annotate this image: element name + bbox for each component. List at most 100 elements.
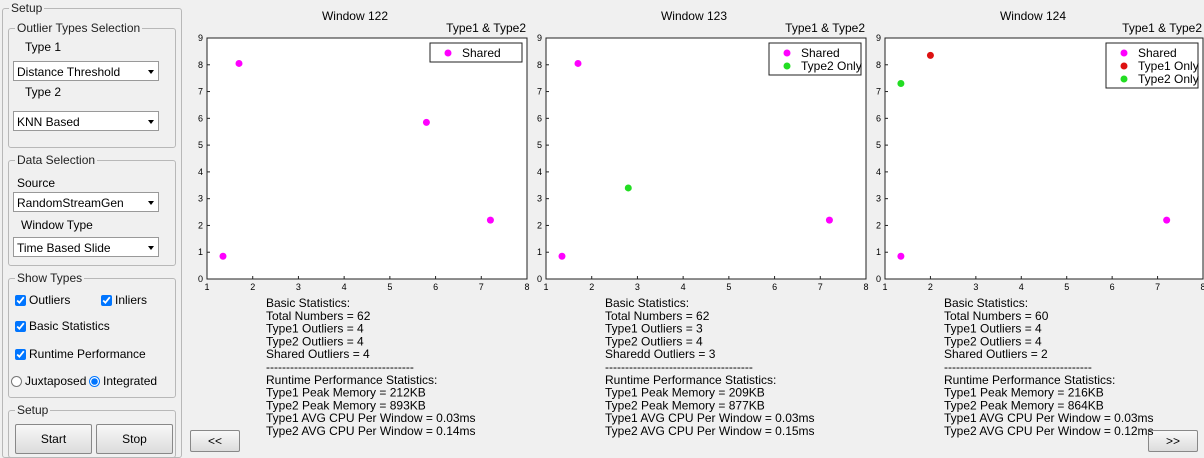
stat-line: Runtime Performance Statistics: (266, 373, 437, 387)
stat-line: Type1 Peak Memory = 212KB (266, 386, 426, 400)
checkbox-label: Inliers (115, 293, 148, 307)
next-button[interactable]: >> (1148, 430, 1198, 452)
y-tick-label: 5 (198, 140, 203, 150)
checkbox-input[interactable] (15, 348, 26, 360)
dropdown[interactable]: RandomStreamGen (13, 192, 159, 212)
x-tick-label: 7 (1155, 282, 1160, 292)
y-tick-label: 6 (198, 113, 203, 123)
y-tick-label: 4 (198, 167, 203, 177)
y-tick-label: 2 (198, 220, 203, 230)
panel-title: Setup (9, 1, 45, 15)
point (897, 80, 905, 88)
checkbox[interactable]: Outliers (15, 293, 70, 307)
dropdown[interactable]: Distance Threshold (13, 61, 159, 81)
y-tick-label: 7 (198, 87, 203, 97)
x-tick-label: 3 (296, 282, 301, 292)
stat-line: Total Numbers = 62 (605, 309, 710, 323)
start-button[interactable]: Start (15, 424, 92, 454)
stop-button[interactable]: Stop (96, 424, 173, 454)
y-tick-label: 6 (537, 113, 542, 123)
y-tick-label: 5 (876, 140, 881, 150)
y-tick-label: 0 (198, 274, 203, 284)
y-tick-label: 3 (537, 194, 542, 204)
y-tick-label: 7 (876, 87, 881, 97)
stat-line: Type1 Peak Memory = 216KB (944, 386, 1104, 400)
radio[interactable]: Juxtaposed (11, 374, 86, 388)
radio-input[interactable] (89, 375, 100, 387)
point (422, 118, 430, 126)
radio[interactable]: Integrated (89, 374, 157, 388)
stat-line: ------------------------------------- (605, 360, 753, 374)
label: Window Type (21, 218, 93, 232)
y-tick-label: 8 (198, 60, 203, 70)
group-title: Setup (15, 403, 51, 417)
radio-label: Integrated (103, 374, 158, 388)
y-tick-label: 0 (876, 274, 881, 284)
point (825, 216, 833, 224)
window-subtitle: Type1 & Type2 (446, 21, 526, 35)
label: Type 1 (25, 40, 62, 54)
window-title: Window 122 (322, 9, 388, 23)
stat-line: Type1 Peak Memory = 209KB (605, 386, 765, 400)
dropdown[interactable]: KNN Based (13, 111, 159, 131)
legend-label: Type1 Only (1138, 59, 1199, 73)
legend-label: Shared (1138, 46, 1177, 60)
y-tick-label: 1 (198, 247, 203, 257)
checkbox[interactable]: Inliers (101, 293, 147, 307)
stat-line: Type2 AVG CPU Per Window = 0.15ms (605, 424, 815, 438)
checkbox-label: Outliers (29, 293, 71, 307)
point (1163, 216, 1171, 224)
checkbox-input[interactable] (15, 294, 26, 306)
point (486, 216, 494, 224)
checkbox[interactable]: Runtime Performance (15, 347, 146, 361)
x-tick-label: 4 (342, 282, 347, 292)
checkbox-label: Basic Statistics (29, 319, 110, 333)
label: Source (17, 176, 56, 190)
x-tick-label: 7 (479, 282, 484, 292)
y-tick-label: 7 (537, 87, 542, 97)
x-tick-label: 1 (543, 282, 548, 292)
stat-line: Type1 Outliers = 4 (266, 322, 364, 336)
stat-line: Type1 AVG CPU Per Window = 0.03ms (944, 411, 1154, 425)
x-tick-label: 5 (726, 282, 731, 292)
stat-line: Runtime Performance Statistics: (605, 373, 776, 387)
x-tick-label: 2 (250, 282, 255, 292)
stat-line: Type2 AVG CPU Per Window = 0.12ms (944, 424, 1154, 438)
radio-label: Juxtaposed (25, 374, 87, 388)
stat-line: Type1 AVG CPU Per Window = 0.03ms (266, 411, 476, 425)
stat-line: Type2 Outliers = 4 (266, 334, 364, 348)
x-tick-label: 4 (1019, 282, 1024, 292)
y-tick-label: 0 (537, 274, 542, 284)
legend-marker (783, 62, 791, 70)
plot-area (206, 37, 528, 280)
x-tick-label: 8 (524, 282, 529, 292)
checkbox-input[interactable] (15, 320, 26, 332)
legend-label: Type2 Only (801, 59, 862, 73)
checkbox[interactable]: Basic Statistics (15, 319, 110, 333)
y-tick-label: 6 (876, 113, 881, 123)
legend-box (429, 42, 523, 63)
stat-line: Type2 Peak Memory = 877KB (605, 398, 765, 412)
window-subtitle: Type1 & Type2 (785, 21, 865, 35)
data-selection-group: Data Selection Source RandomStreamGen Wi… (8, 153, 176, 266)
y-tick-label: 9 (198, 33, 203, 43)
x-tick-label: 1 (204, 282, 209, 292)
y-tick-label: 2 (537, 220, 542, 230)
window-title: Window 123 (661, 9, 727, 23)
radio-input[interactable] (11, 375, 22, 387)
dropdown[interactable]: Time Based Slide (13, 237, 159, 257)
legend-marker (1120, 62, 1128, 70)
stat-line: Total Numbers = 62 (266, 309, 371, 323)
checkbox-input[interactable] (101, 294, 112, 306)
x-tick-label: 3 (973, 282, 978, 292)
y-tick-label: 1 (876, 247, 881, 257)
controls-group: Setup Start Stop (8, 403, 176, 458)
y-tick-label: 9 (537, 33, 542, 43)
x-tick-label: 1 (882, 282, 887, 292)
group-title: Data Selection (15, 153, 98, 167)
prev-button[interactable]: << (190, 430, 240, 452)
stat-line: Type2 Outliers = 4 (944, 334, 1042, 348)
point (926, 51, 934, 59)
y-tick-label: 9 (876, 33, 881, 43)
window-title: Window 124 (1000, 9, 1066, 23)
